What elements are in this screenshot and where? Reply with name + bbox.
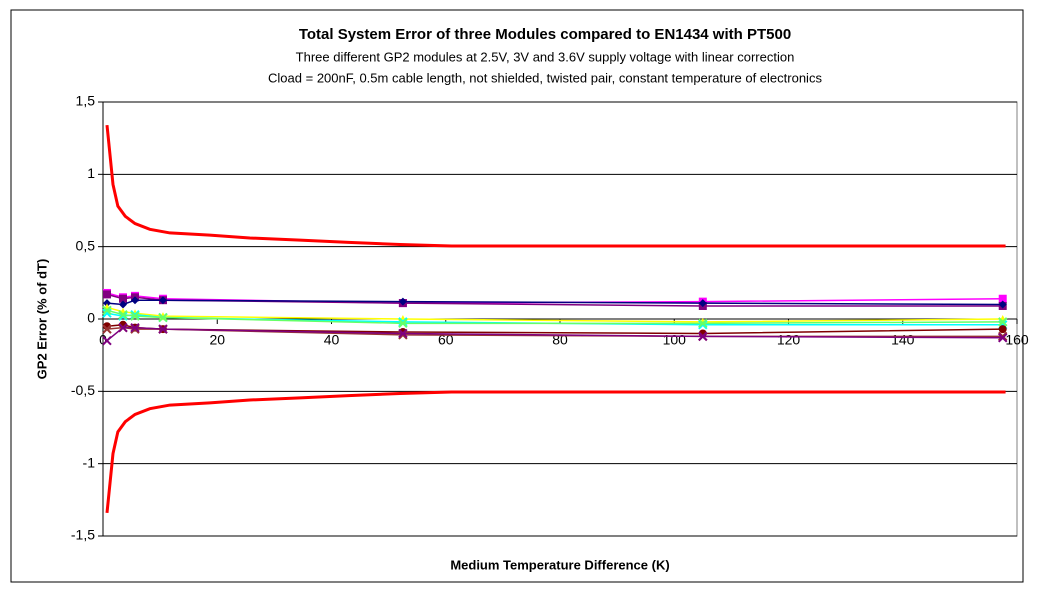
y-tick-label: -0,5 xyxy=(71,382,95,398)
marker xyxy=(698,318,708,329)
x-tick-label: 120 xyxy=(777,332,801,348)
marker xyxy=(998,317,1008,327)
marker xyxy=(398,297,407,306)
marker xyxy=(998,294,1007,303)
y-tick-label: -1,5 xyxy=(71,527,95,543)
marker xyxy=(698,299,707,308)
marker xyxy=(118,322,128,333)
marker xyxy=(130,322,140,333)
marker xyxy=(102,305,112,316)
x-axis-title: Medium Temperature Difference (K) xyxy=(450,557,669,572)
marker xyxy=(998,331,1008,342)
x-tick-label: 140 xyxy=(891,332,915,348)
marker xyxy=(698,320,708,330)
marker xyxy=(102,324,112,334)
marker xyxy=(102,299,111,308)
series-line xyxy=(105,390,1006,514)
marker xyxy=(130,296,139,305)
chart-subtitle: Three different GP2 modules at 2.5V, 3V … xyxy=(296,49,795,64)
x-tick-label: 80 xyxy=(552,332,568,348)
marker xyxy=(398,317,408,327)
marker xyxy=(398,330,408,340)
marker xyxy=(398,318,408,329)
marker xyxy=(118,300,127,309)
series-line xyxy=(105,124,1006,248)
x-tick-label: 40 xyxy=(324,332,340,348)
marker xyxy=(130,311,140,321)
marker xyxy=(158,312,168,323)
chart-title: Total System Error of three Modules comp… xyxy=(299,26,791,43)
y-tick-label: 0,5 xyxy=(76,237,96,253)
marker xyxy=(998,333,1008,343)
chart-subtitle: Cload = 200nF, 0.5m cable length, not sh… xyxy=(268,70,822,85)
x-tick-label: 160 xyxy=(1005,332,1029,348)
marker xyxy=(130,324,140,334)
marker xyxy=(102,290,111,299)
x-tick-label: 0 xyxy=(99,332,107,348)
y-tick-label: 1,5 xyxy=(76,93,96,109)
marker xyxy=(698,331,708,342)
y-axis-title: GP2 Error (% of dT) xyxy=(34,259,49,380)
marker xyxy=(998,300,1007,309)
y-tick-label: 0 xyxy=(87,310,95,326)
marker xyxy=(398,328,408,339)
marker xyxy=(118,309,128,320)
marker xyxy=(130,309,140,320)
marker xyxy=(102,335,112,346)
y-tick-label: -1 xyxy=(83,454,96,470)
marker xyxy=(118,294,127,303)
marker xyxy=(158,324,168,334)
marker xyxy=(158,296,167,305)
x-tick-label: 20 xyxy=(209,332,225,348)
marker xyxy=(998,325,1007,334)
y-tick-label: 1 xyxy=(87,165,95,181)
